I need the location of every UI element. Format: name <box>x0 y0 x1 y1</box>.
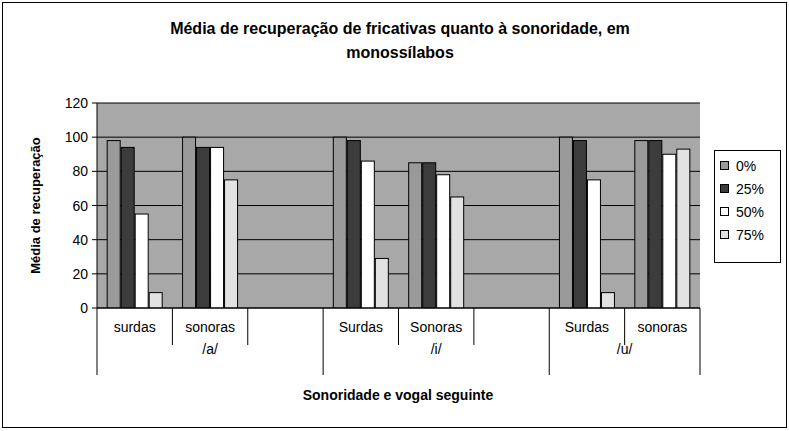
legend <box>715 151 781 263</box>
bar <box>211 147 224 308</box>
bar <box>149 293 162 308</box>
bar <box>107 141 120 308</box>
legend-label: 0% <box>736 158 756 174</box>
plot-area <box>97 103 700 308</box>
bar <box>197 147 210 308</box>
x-tick-label: surdas <box>114 319 156 335</box>
bar <box>135 214 148 308</box>
legend-swatch <box>721 162 729 170</box>
legend-label: 75% <box>736 227 764 243</box>
y-tick <box>92 171 97 172</box>
x-tick-label: Sonoras <box>410 319 462 335</box>
bar <box>663 154 676 308</box>
y-tick-label: 60 <box>72 198 88 214</box>
category-separator <box>97 308 98 375</box>
y-tick-label: 100 <box>65 129 89 145</box>
legend-label: 50% <box>736 204 764 220</box>
x-tick-label: Surdas <box>339 319 383 335</box>
legend-swatch <box>721 208 729 216</box>
y-tick-label: 20 <box>72 266 88 282</box>
y-axis-title: Média de recuperação <box>28 137 43 274</box>
title-line: monossílabos <box>346 44 454 61</box>
group-label: /i/ <box>431 341 442 357</box>
category-separator <box>323 308 324 375</box>
bar <box>121 147 134 308</box>
bar <box>375 258 388 308</box>
bar <box>587 180 600 308</box>
bar <box>451 197 464 308</box>
category-separator <box>549 308 550 375</box>
y-tick-label: 120 <box>65 95 89 111</box>
title: Média de recuperação de fricativas quant… <box>170 20 630 61</box>
category-separator <box>624 308 625 345</box>
y-axis <box>97 103 98 308</box>
chart-border <box>3 3 787 428</box>
bar <box>677 149 690 308</box>
bar <box>601 293 614 308</box>
bar <box>225 180 238 308</box>
x-axis-title: Sonoridade e vogal seguinte <box>303 387 494 403</box>
bar <box>347 141 360 308</box>
bar <box>423 163 436 308</box>
bar <box>183 137 196 308</box>
y-tick <box>92 103 97 104</box>
category-separator <box>172 308 173 345</box>
x-tick-label: Surdas <box>565 319 609 335</box>
category-separator <box>247 308 248 345</box>
bar <box>361 161 374 308</box>
legend-label: 25% <box>736 181 764 197</box>
bar <box>635 141 648 308</box>
title-line: Média de recuperação de fricativas quant… <box>170 20 630 37</box>
bar <box>649 141 662 308</box>
group-label: /a/ <box>202 341 218 357</box>
category-separator <box>700 308 701 375</box>
y-tick <box>92 205 97 206</box>
legend-swatch <box>721 185 729 193</box>
bar <box>573 141 586 308</box>
y-tick <box>92 137 97 138</box>
x-tick-label: sonoras <box>185 319 235 335</box>
bar <box>409 163 422 308</box>
y-tick <box>92 308 97 309</box>
category-separator <box>473 308 474 345</box>
y-tick <box>92 239 97 240</box>
bar <box>437 175 450 308</box>
y-tick-label: 40 <box>72 232 88 248</box>
y-tick <box>92 273 97 274</box>
chart: Média de recuperação de fricativas quant… <box>0 0 789 431</box>
y-tick-label: 0 <box>80 300 88 316</box>
category-separator <box>398 308 399 345</box>
bars <box>107 137 690 308</box>
x-tick-label: sonoras <box>637 319 687 335</box>
bar <box>333 137 346 308</box>
legend-swatch <box>721 231 729 239</box>
y-tick-label: 80 <box>72 163 88 179</box>
bar <box>559 137 572 308</box>
grid-line <box>97 103 700 104</box>
